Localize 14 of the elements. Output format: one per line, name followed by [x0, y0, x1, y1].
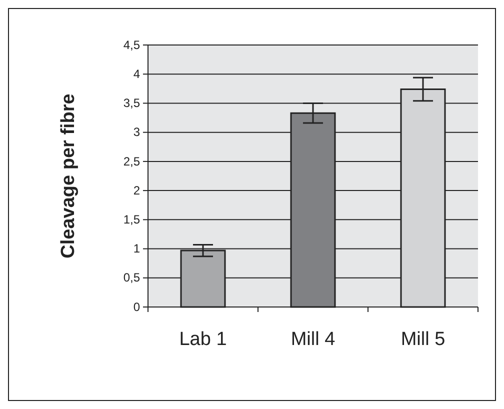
x-tick-label: Mill 5 — [400, 329, 446, 350]
y-tick-label: 3 — [133, 125, 140, 140]
y-axis-title: Cleavage per fibre — [58, 94, 79, 258]
x-tick-label: Lab 1 — [179, 329, 227, 350]
y-tick-label: 0 — [133, 300, 140, 314]
y-tick-label: 2,5 — [123, 154, 140, 168]
y-tick-label: 4 — [133, 66, 140, 81]
y-tick-label: 3,5 — [123, 96, 140, 110]
x-tick-label: Mill 4 — [290, 329, 336, 350]
y-tick-label: 4,5 — [123, 38, 140, 52]
y-tick-label: 1,5 — [123, 212, 140, 227]
y-tick-label: 2 — [133, 183, 140, 198]
y-tick-label: 0,5 — [123, 270, 140, 285]
y-tick-label: 1 — [133, 242, 140, 256]
